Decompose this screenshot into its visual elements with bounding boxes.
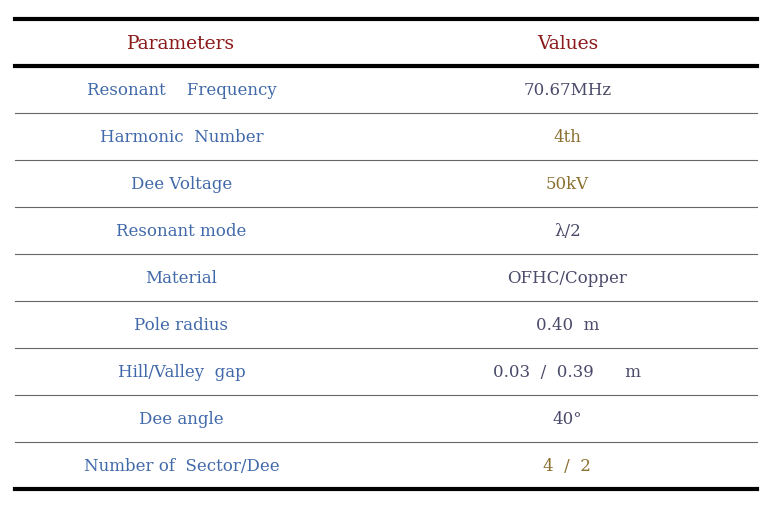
Text: Number of  Sector/Dee: Number of Sector/Dee <box>83 457 279 474</box>
Text: 0.40  m: 0.40 m <box>536 316 599 333</box>
Text: 0.03  /  0.39      m: 0.03 / 0.39 m <box>493 363 642 380</box>
Text: OFHC/Copper: OFHC/Copper <box>507 269 628 287</box>
Text: Hill/Valley  gap: Hill/Valley gap <box>117 363 245 380</box>
Text: 50kV: 50kV <box>546 176 589 193</box>
Text: λ/2: λ/2 <box>554 222 581 240</box>
Text: Dee angle: Dee angle <box>139 410 224 427</box>
Text: Resonant    Frequency: Resonant Frequency <box>86 82 276 99</box>
Text: 70.67MHz: 70.67MHz <box>523 82 611 99</box>
Text: Dee Voltage: Dee Voltage <box>130 176 232 193</box>
Text: 40°: 40° <box>553 410 582 427</box>
Text: Harmonic  Number: Harmonic Number <box>100 129 263 146</box>
Text: Material: Material <box>145 269 218 287</box>
Text: Values: Values <box>537 35 598 53</box>
Text: Pole radius: Pole radius <box>134 316 229 333</box>
Text: 4  /  2: 4 / 2 <box>543 457 591 474</box>
Text: Resonant mode: Resonant mode <box>117 222 246 240</box>
Text: Parameters: Parameters <box>127 35 235 53</box>
Text: 4th: 4th <box>554 129 581 146</box>
